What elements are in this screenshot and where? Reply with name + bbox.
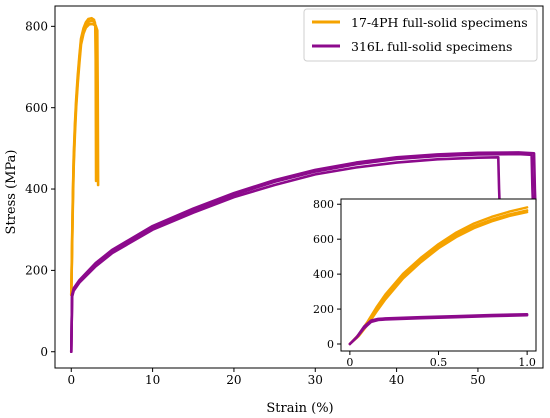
main-x-tick-label: 40 <box>389 373 404 387</box>
inset-axes: 0 0.5 1.0 0 200 400 600 800 <box>313 198 536 369</box>
inset-curve-17-4ph-3 <box>348 206 529 346</box>
main-x-tick-label: 30 <box>308 373 323 387</box>
y-axis-title: Stress (MPa) <box>4 150 19 235</box>
main-plot-frame <box>54 5 544 369</box>
main-x-tick-label: 0 <box>67 373 75 387</box>
legend-label-17-4ph: 17-4PH full-solid specimens <box>351 15 528 30</box>
main-curve-17-4ph-2 <box>69 22 100 297</box>
inset-y-tick-label: 200 <box>313 303 334 316</box>
main-axes: 0 10 20 30 40 50 0 200 400 600 800 <box>25 5 544 387</box>
main-y-tick-label: 600 <box>25 101 48 115</box>
inset-y-tick-label: 800 <box>313 198 334 211</box>
main-y-tick-label: 200 <box>25 264 48 278</box>
inset-x-tick-label: 0.5 <box>430 356 448 369</box>
main-curve-17-4ph-3 <box>69 16 98 297</box>
inset-curve-316l-3 <box>348 314 529 346</box>
inset-chart: 0 0.5 1.0 0 200 400 600 800 <box>313 198 537 369</box>
legend: 17-4PH full-solid specimens 316L full-so… <box>303 8 538 62</box>
main-y-tick-label: 800 <box>25 20 48 34</box>
main-curve-316l-3 <box>69 151 537 354</box>
inset-x-tick-label: 0 <box>346 356 353 369</box>
main-x-tick-label: 20 <box>226 373 241 387</box>
main-x-tick-label: 10 <box>145 373 160 387</box>
main-x-tick-label: 50 <box>470 373 485 387</box>
inset-frame <box>340 198 537 352</box>
legend-label-316l: 316L full-solid specimens <box>351 39 512 54</box>
inset-y-tick-label: 400 <box>313 268 334 281</box>
legend-frame <box>303 8 538 62</box>
main-y-tick-label: 400 <box>25 182 48 196</box>
inset-y-tick-label: 0 <box>327 338 334 351</box>
main-y-tick-label: 0 <box>40 345 48 359</box>
inset-x-tick-label: 1.0 <box>518 356 536 369</box>
x-axis-title: Strain (%) <box>266 401 333 416</box>
inset-y-tick-label: 600 <box>313 233 334 246</box>
inset-series-layer <box>348 206 529 346</box>
main-series-layer <box>69 16 537 354</box>
